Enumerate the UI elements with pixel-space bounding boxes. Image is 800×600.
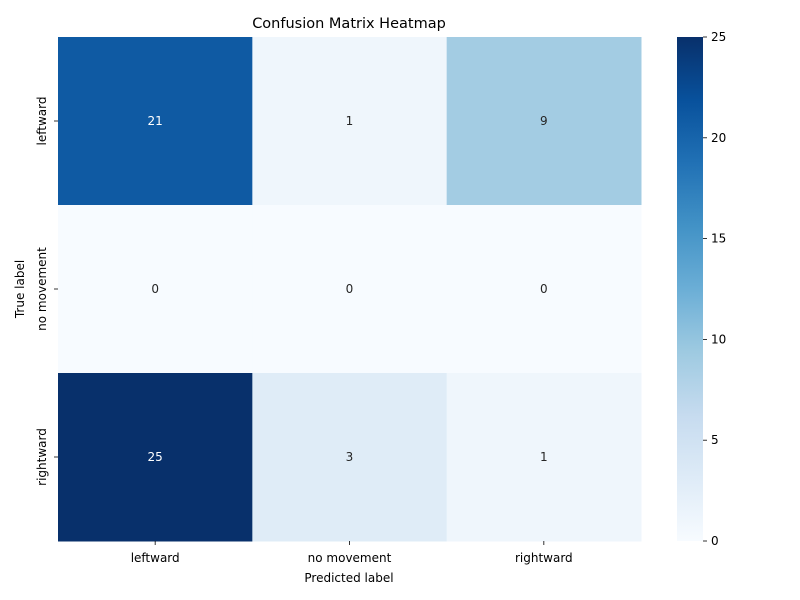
colorbar-tick-label: 25 (711, 30, 726, 44)
cell-value-label: 0 (540, 282, 548, 296)
colorbar-tick-label: 20 (711, 131, 726, 145)
heatmap-cell (58, 205, 253, 374)
y-tick-label: rightward (35, 428, 49, 486)
y-tick-label: no movement (35, 247, 49, 331)
heatmap-cell (446, 37, 642, 206)
heatmap-cell (446, 373, 642, 542)
cell-value-label: 21 (148, 114, 163, 128)
y-axis-ticks: leftward no movement rightward (35, 97, 58, 486)
heatmap-cell (446, 205, 642, 374)
x-axis-label: Predicted label (304, 571, 393, 585)
colorbar-tick-label: 15 (711, 232, 726, 246)
heatmap-cell (58, 373, 253, 542)
y-axis-label: True label (13, 260, 27, 319)
chart-title: Confusion Matrix Heatmap (252, 16, 446, 32)
y-tick-label: leftward (35, 97, 49, 146)
colorbar (677, 37, 703, 541)
heatmap-cell (252, 205, 448, 374)
heatmap-cell (58, 37, 253, 206)
cell-value-label: 1 (346, 114, 354, 128)
colorbar-tick-label: 5 (711, 433, 719, 447)
colorbar-tick-label: 0 (711, 534, 719, 548)
x-tick-label: no movement (308, 551, 392, 565)
cell-value-label: 1 (540, 450, 548, 464)
cell-value-label: 9 (540, 114, 548, 128)
cell-value-label: 3 (346, 450, 354, 464)
cell-value-label: 0 (151, 282, 159, 296)
x-tick-label: rightward (515, 551, 573, 565)
x-axis-ticks: leftward no movement rightward (131, 541, 573, 565)
cell-value-label: 0 (346, 282, 354, 296)
colorbar-ticks: 0 5 10 15 20 25 (703, 30, 726, 548)
colorbar-tick-label: 10 (711, 332, 726, 346)
heatmap-cells: 21 1 9 0 0 0 25 3 1 (58, 37, 642, 542)
heatmap-cell (252, 37, 448, 206)
cell-value-label: 25 (148, 450, 163, 464)
heatmap-cell (252, 373, 448, 542)
x-tick-label: leftward (131, 551, 180, 565)
